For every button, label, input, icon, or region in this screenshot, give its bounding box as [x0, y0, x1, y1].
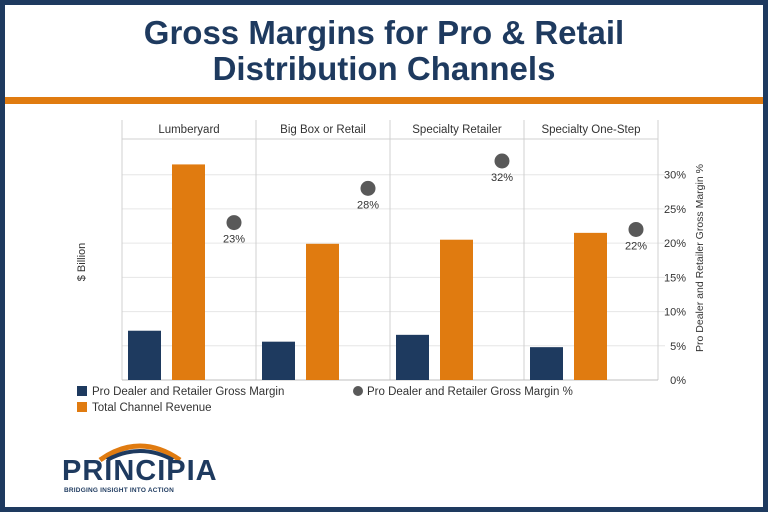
margin-bar: [396, 334, 429, 380]
margin-bar: [128, 330, 161, 380]
margin-bar: [530, 347, 563, 380]
y2-tick-label: 5%: [670, 341, 686, 353]
margin-pct-marker: [226, 215, 242, 231]
margin-bar: [262, 341, 295, 380]
title-line-2: Distribution Channels: [212, 50, 556, 87]
revenue-bar: [574, 232, 607, 380]
logo-tagline: BRIDGING INSIGHT INTO ACTION: [64, 487, 174, 494]
revenue-bar: [306, 243, 339, 380]
legend-swatch-margin: [77, 386, 87, 396]
y2-tick-label: 25%: [664, 204, 686, 216]
margin-pct-marker: [628, 221, 644, 237]
revenue-bar: [172, 164, 205, 380]
category-label: Lumberyard: [158, 124, 219, 136]
y2-axis-label: Pro Dealer and Retailer Gross Margin %: [694, 164, 706, 352]
y2-tick-label: 30%: [664, 170, 686, 182]
legend-swatch-margin-pct: [353, 386, 363, 396]
margin-pct-marker: [494, 153, 510, 169]
margin-pct-label: 23%: [223, 234, 245, 246]
category-label: Big Box or Retail: [280, 124, 366, 136]
y2-tick-label: 15%: [664, 272, 686, 284]
legend-label-margin-pct: Pro Dealer and Retailer Gross Margin %: [367, 386, 573, 398]
page-title: Gross Margins for Pro & Retail Distribut…: [5, 15, 763, 87]
category-label: Specialty Retailer: [412, 124, 502, 136]
margin-pct-label: 28%: [357, 199, 379, 211]
title-divider: [5, 97, 763, 104]
revenue-bar: [440, 239, 473, 380]
margin-pct-label: 32%: [491, 172, 513, 184]
page-frame: Gross Margins for Pro & Retail Distribut…: [5, 5, 763, 507]
title-line-1: Gross Margins for Pro & Retail: [143, 14, 625, 51]
principia-logo: PRINCIPIA: [62, 455, 218, 487]
margin-pct-marker: [360, 180, 376, 196]
category-label: Specialty One-Step: [541, 124, 640, 136]
y2-tick-label: 10%: [664, 307, 686, 319]
y2-tick-label: 0%: [670, 375, 686, 387]
legend-label-margin: Pro Dealer and Retailer Gross Margin: [92, 386, 284, 398]
y-axis-label: $ Billion: [76, 243, 88, 282]
y2-tick-label: 20%: [664, 238, 686, 250]
legend-label-revenue: Total Channel Revenue: [92, 402, 212, 414]
logo-arc-icon: [98, 443, 182, 462]
legend-swatch-revenue: [77, 402, 87, 412]
margin-pct-label: 22%: [625, 240, 647, 252]
